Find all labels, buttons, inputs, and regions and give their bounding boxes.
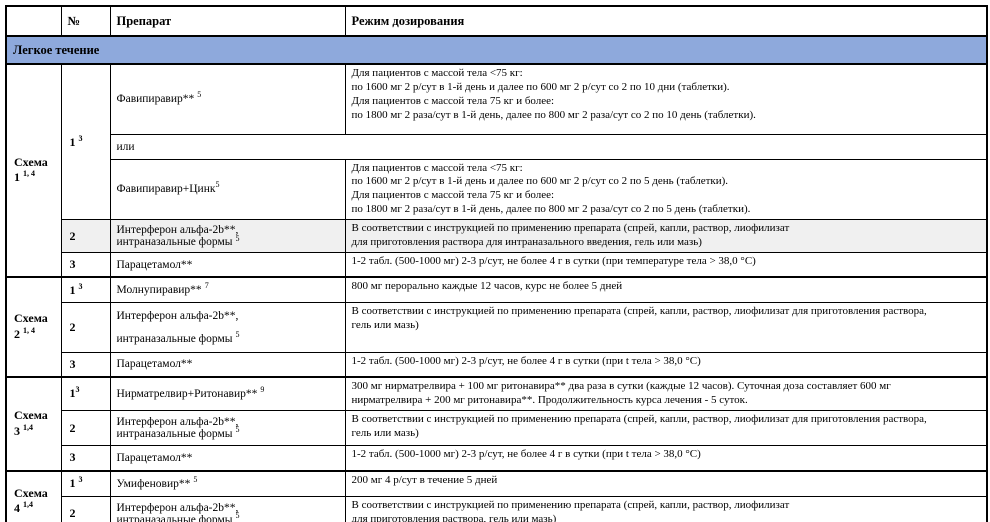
or-cell: или xyxy=(109,133,988,160)
regimen-cell: В соответствии с инструкцией по применен… xyxy=(344,410,988,447)
drug-cell-favipiravir-zinc: Фавипиравир+Цинк5 xyxy=(109,158,346,221)
header-cell-scheme xyxy=(5,5,62,37)
drug-cell-paracetamol: Парацетамол** xyxy=(109,352,346,378)
scheme-4-label: Схема 4 1,4 xyxy=(5,469,62,522)
table-row: 3 Парацетамол** 1-2 табл. (500-1000 мг) … xyxy=(6,352,988,378)
regimen-cell: В соответствии с инструкцией по применен… xyxy=(344,302,988,354)
table-row: 2 Интерферон альфа-2b**, интраназальные … xyxy=(6,410,988,447)
dosing-regimen-table: № Препарат Режим дозирования Легкое тече… xyxy=(5,5,988,522)
row-number-cell: 3 xyxy=(60,252,111,278)
regimen-cell: 1-2 табл. (500-1000 мг) 2-3 р/сут, не бо… xyxy=(344,352,988,378)
regimen-cell: 200 мг 4 р/сут в течение 5 дней xyxy=(344,469,988,498)
section-band-row: Легкое течение xyxy=(5,35,988,65)
header-cell-regimen: Режим дозирования xyxy=(344,5,988,37)
header-cell-drug: Препарат xyxy=(109,5,346,37)
table-row: 3 Парацетамол** 1-2 табл. (500-1000 мг) … xyxy=(6,252,988,278)
regimen-cell: 300 мг нирматрелвира + 100 мг ритонавира… xyxy=(344,375,988,412)
scheme-2-label: Схема 2 1, 4 xyxy=(5,275,62,378)
drug-cell-nirmatrelvir-ritonavir: Нирматрелвир+Ритонавир** 9 xyxy=(109,375,346,412)
table-header-row: № Препарат Режим дозирования xyxy=(5,5,988,37)
section-title: Легкое течение xyxy=(5,35,988,65)
regimen-cell: В соответствии с инструкцией по применен… xyxy=(344,219,988,254)
table-row: Фавипиравир+Цинк5 Для пациентов с массой… xyxy=(6,158,988,221)
row-number-cell: 2 xyxy=(60,302,111,354)
drug-cell-interferon: Интерферон альфа-2b**, интраназальные фо… xyxy=(109,302,346,354)
regimen-cell: 800 мг перорально каждые 12 часов, курс … xyxy=(344,275,988,304)
table-row: 2 Интерферон альфа-2b**, интраназальные … xyxy=(6,302,988,354)
regimen-cell: В соответствии с инструкцией по применен… xyxy=(344,496,988,522)
drug-cell-interferon: Интерферон альфа-2b**, интраназальные фо… xyxy=(109,496,346,522)
row-number-cell: 2 xyxy=(60,496,111,522)
table-row: 3 Парацетамол** 1-2 табл. (500-1000 мг) … xyxy=(6,445,988,472)
regimen-cell: 1-2 табл. (500-1000 мг) 2-3 р/сут, не бо… xyxy=(344,445,988,472)
drug-cell-molnupiravir: Молнупиравир** 7 xyxy=(109,275,346,304)
regimen-cell: Для пациентов с массой тела <75 кг: по 1… xyxy=(344,158,988,221)
table-row: Схема 3 1,4 13 Нирматрелвир+Ритонавир** 9 … xyxy=(5,375,988,472)
table-row: или xyxy=(6,133,988,160)
row-number-cell: 2 xyxy=(60,410,111,447)
row-number-cell: 2 xyxy=(60,219,111,254)
drug-cell-paracetamol: Парацетамол** xyxy=(109,445,346,472)
row-number-cell: 3 xyxy=(60,352,111,378)
drug-cell-umifenovir: Умифеновир** 5 xyxy=(109,469,346,498)
table-row: 2 Интерферон альфа-2b**, интраназальные … xyxy=(6,496,988,522)
drug-cell-paracetamol: Парацетамол** xyxy=(109,252,346,278)
header-cell-number: № xyxy=(60,5,111,37)
scheme-3-label: Схема 3 1,4 xyxy=(5,375,62,472)
drug-cell-interferon: Интерферон альфа-2b**, интраназальные фо… xyxy=(109,410,346,447)
regimen-cell: Для пациентов с массой тела <75 кг: по 1… xyxy=(344,63,988,135)
drug-cell-favipiravir: Фавипиравир** 5 xyxy=(109,63,346,135)
scheme-1-label: Схема 1 1, 4 xyxy=(5,63,62,278)
drug-cell-interferon: Интерферон альфа-2b**, интраназальные фо… xyxy=(109,219,346,254)
row-number-cell: 13 xyxy=(60,375,111,412)
row-number-cell: 3 xyxy=(60,445,111,472)
table-row: 2 Интерферон альфа-2b**, интраназальные … xyxy=(6,219,988,254)
regimen-cell: 1-2 табл. (500-1000 мг) 2-3 р/сут, не бо… xyxy=(344,252,988,278)
